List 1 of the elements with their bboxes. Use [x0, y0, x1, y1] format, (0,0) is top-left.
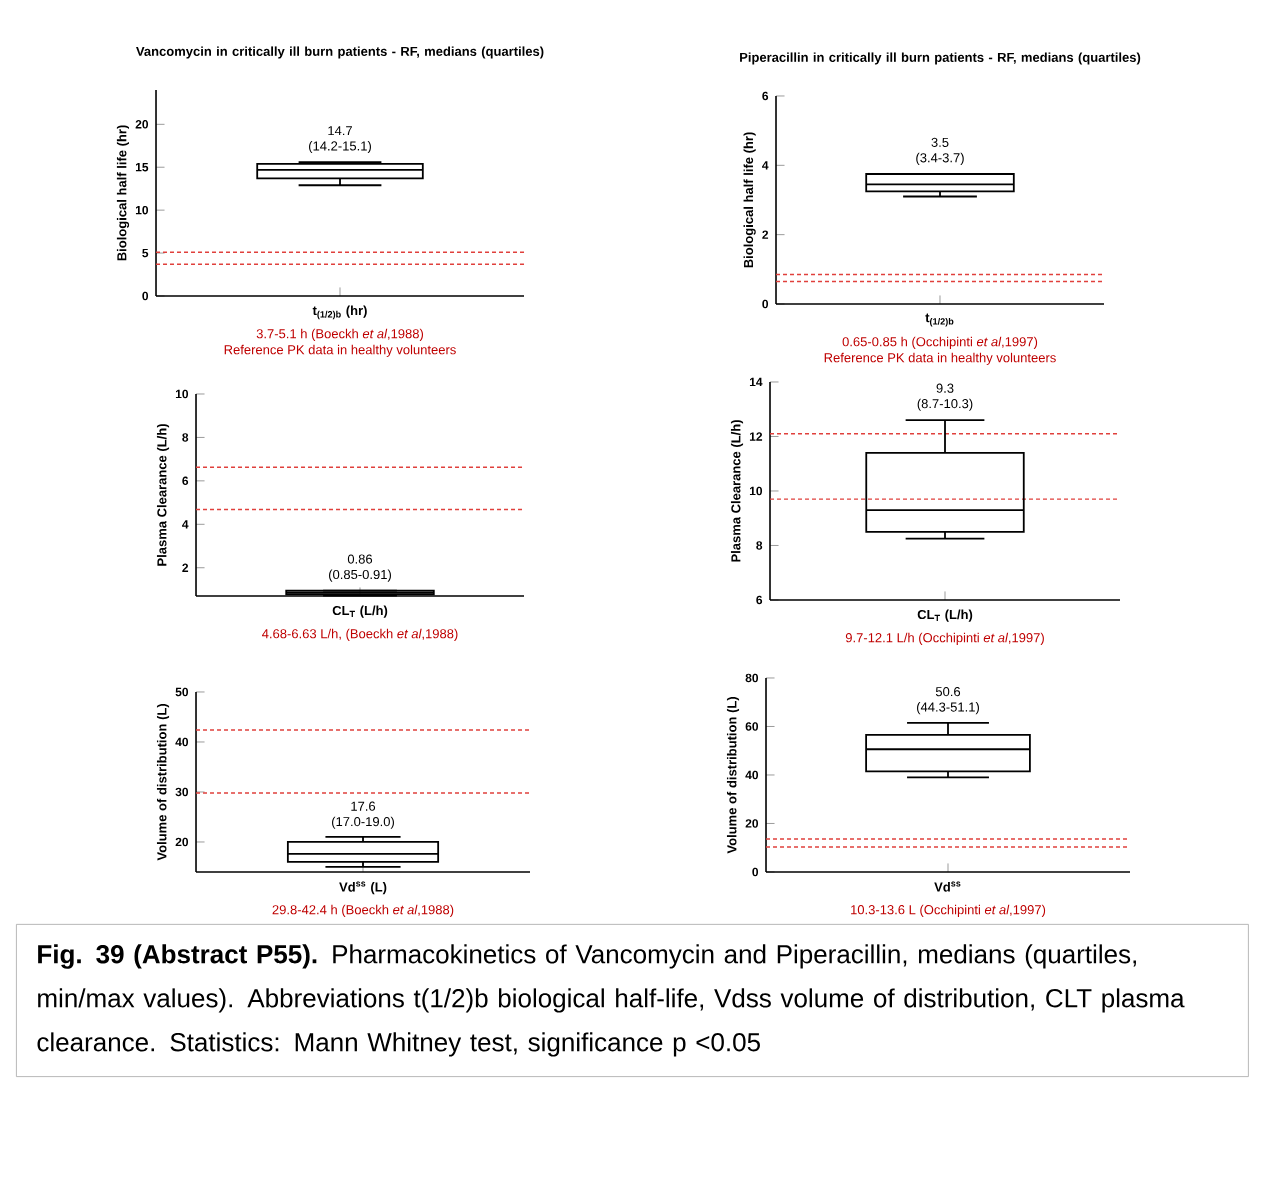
text: Fig. 39 (Abstract P55). Pharmacokinetics of Vancomycin and Piperacillin, medians (quartiles, min/max values). Abbreviations t(1/2)b biological half-life, Vdss volume of distribution, CLT plasma clearance. Statistics: Mann Whitney test, significance p <0.05: [37, 944, 1185, 1057]
